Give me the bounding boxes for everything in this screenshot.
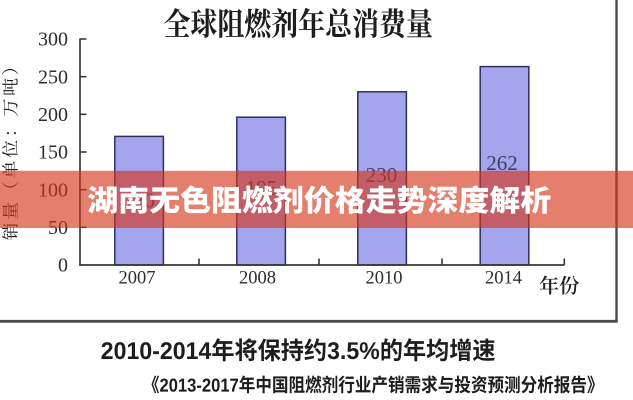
svg-text:2010: 2010 (366, 269, 403, 289)
svg-text:300: 300 (38, 29, 68, 51)
svg-text:2014: 2014 (485, 269, 522, 289)
svg-text:0: 0 (58, 255, 68, 277)
svg-text:250: 250 (38, 66, 68, 88)
svg-text:2007: 2007 (119, 269, 156, 289)
svg-text:2008: 2008 (239, 269, 276, 289)
svg-text:200: 200 (38, 104, 68, 126)
svg-text:150: 150 (38, 142, 68, 164)
